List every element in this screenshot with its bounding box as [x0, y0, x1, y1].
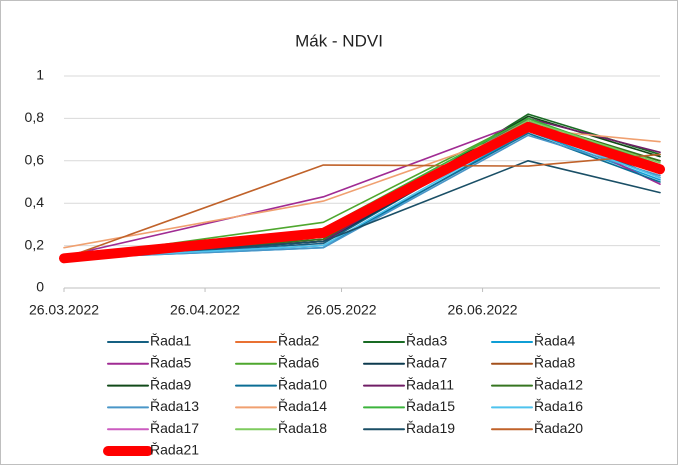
legend-label: Řada8 [534, 355, 575, 371]
legend-label: Řada16 [534, 398, 583, 414]
y-tick-label: 0,4 [25, 194, 45, 210]
legend-label: Řada15 [406, 398, 455, 414]
legend-label: Řada12 [534, 376, 583, 392]
legend-label: Řada10 [278, 376, 327, 392]
legend-label: Řada7 [406, 355, 447, 371]
y-tick-label: 0,8 [25, 109, 45, 125]
legend-label: Řada14 [278, 398, 327, 414]
x-tick-label: 26.05.2022 [306, 302, 376, 318]
series-line [59, 121, 665, 264]
legend-label: Řada21 [150, 442, 199, 458]
series-line [63, 117, 661, 260]
x-tick-label: 26.03.2022 [29, 302, 99, 318]
x-tick-label: 26.06.2022 [448, 302, 518, 318]
series-line [63, 153, 661, 260]
series-line [63, 128, 661, 260]
y-tick-label: 0 [36, 279, 44, 295]
chart-title: Mák - NDVI [295, 31, 383, 50]
series-line [63, 134, 661, 260]
y-tick-label: 0,2 [25, 236, 45, 252]
legend-label: Řada4 [534, 333, 575, 349]
legend-label: Řada11 [406, 376, 454, 392]
legend-label: Řada20 [534, 420, 583, 436]
legend-label: Řada2 [278, 333, 319, 349]
legend-label: Řada1 [150, 333, 191, 349]
legend-label: Řada3 [406, 333, 447, 349]
y-tick-label: 0,6 [25, 152, 45, 168]
legend-label: Řada5 [150, 355, 191, 371]
legend-label: Řada6 [278, 355, 319, 371]
legend-label: Řada18 [278, 420, 327, 436]
legend-label: Řada17 [150, 420, 199, 436]
legend-label: Řada19 [406, 420, 455, 436]
y-tick-label: 1 [36, 67, 44, 83]
legend-label: Řada9 [150, 376, 191, 392]
legend-label: Řada13 [150, 398, 199, 414]
x-tick-label: 26.04.2022 [170, 302, 240, 318]
